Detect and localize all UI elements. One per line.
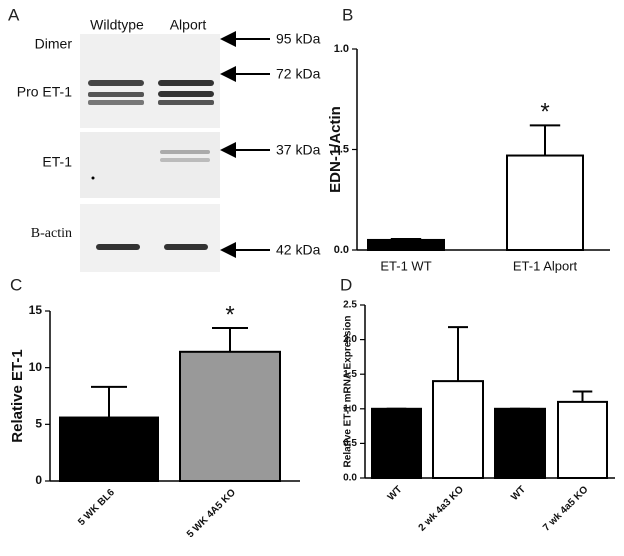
- bar: [506, 154, 584, 251]
- x-tick-label: ET-1 Alport: [513, 258, 578, 273]
- y-axis-label: Relative ET-1: [9, 349, 26, 442]
- marker-label: 42 kDa: [276, 242, 321, 258]
- annotation: *: [225, 301, 234, 328]
- y-tick-label: 0: [35, 473, 42, 487]
- y-axis-label: EDN-1/Actin: [327, 106, 344, 193]
- error-bar: [212, 327, 248, 352]
- annotation: *: [540, 99, 549, 126]
- bar: [494, 407, 546, 479]
- x-tick-label: ET-1 WT: [380, 258, 431, 273]
- panel-letter: D: [340, 275, 352, 294]
- bar: [557, 400, 608, 480]
- panel-letter: B: [342, 5, 353, 24]
- y-tick-label: 10: [29, 360, 43, 374]
- bar: [432, 380, 484, 479]
- y-tick-label: 15: [29, 303, 43, 317]
- y-tick-label: 1.5: [343, 369, 357, 380]
- error-bar: [390, 237, 422, 240]
- x-tick-label: 5 WK BL6: [76, 487, 117, 528]
- row-label: Pro ET-1: [17, 84, 72, 100]
- error-bar: [91, 385, 127, 418]
- y-tick-label: 1.0: [334, 43, 349, 55]
- row-label: ET-1: [42, 154, 72, 170]
- panel-letter: C: [10, 275, 22, 294]
- blot-image: [80, 34, 220, 272]
- y-axis-label: Relative ET-1 mRNA Expression: [343, 316, 354, 468]
- y-tick-label: 2.0: [343, 334, 357, 345]
- y-tick-label: 0.0: [334, 244, 349, 256]
- y-tick-label: 0.5: [343, 438, 357, 449]
- marker-label: 95 kDa: [276, 31, 321, 47]
- x-tick-label: WT: [509, 484, 528, 503]
- x-tick-label: 2 wk 4a3 KO: [417, 484, 467, 534]
- panel-letter: A: [8, 5, 20, 24]
- y-tick-label: 1.0: [343, 403, 357, 414]
- arrows: [220, 31, 270, 258]
- column-label: Wildtype: [90, 17, 144, 33]
- y-tick-label: 0.0: [343, 473, 357, 484]
- bar: [371, 407, 422, 479]
- bar: [179, 350, 281, 482]
- error-bar: [572, 390, 593, 402]
- x-tick-label: 7 wk 4a5 KO: [541, 484, 591, 534]
- column-label: Alport: [170, 17, 207, 33]
- error-bar: [448, 326, 468, 382]
- y-tick-label: 5: [35, 417, 42, 431]
- x-tick-label: WT: [386, 484, 405, 503]
- x-tick-label: 5 WK 4A5 KO: [185, 487, 238, 540]
- row-label: Dimer: [35, 36, 73, 52]
- bar: [367, 238, 445, 251]
- bar: [59, 416, 159, 482]
- marker-label: 72 kDa: [276, 66, 321, 82]
- y-tick-label: 0.5: [334, 143, 349, 155]
- y-tick-label: 2.5: [343, 300, 357, 311]
- error-bar: [529, 124, 561, 156]
- marker-label: 37 kDa: [276, 142, 321, 158]
- row-label: B-actin: [31, 226, 72, 241]
